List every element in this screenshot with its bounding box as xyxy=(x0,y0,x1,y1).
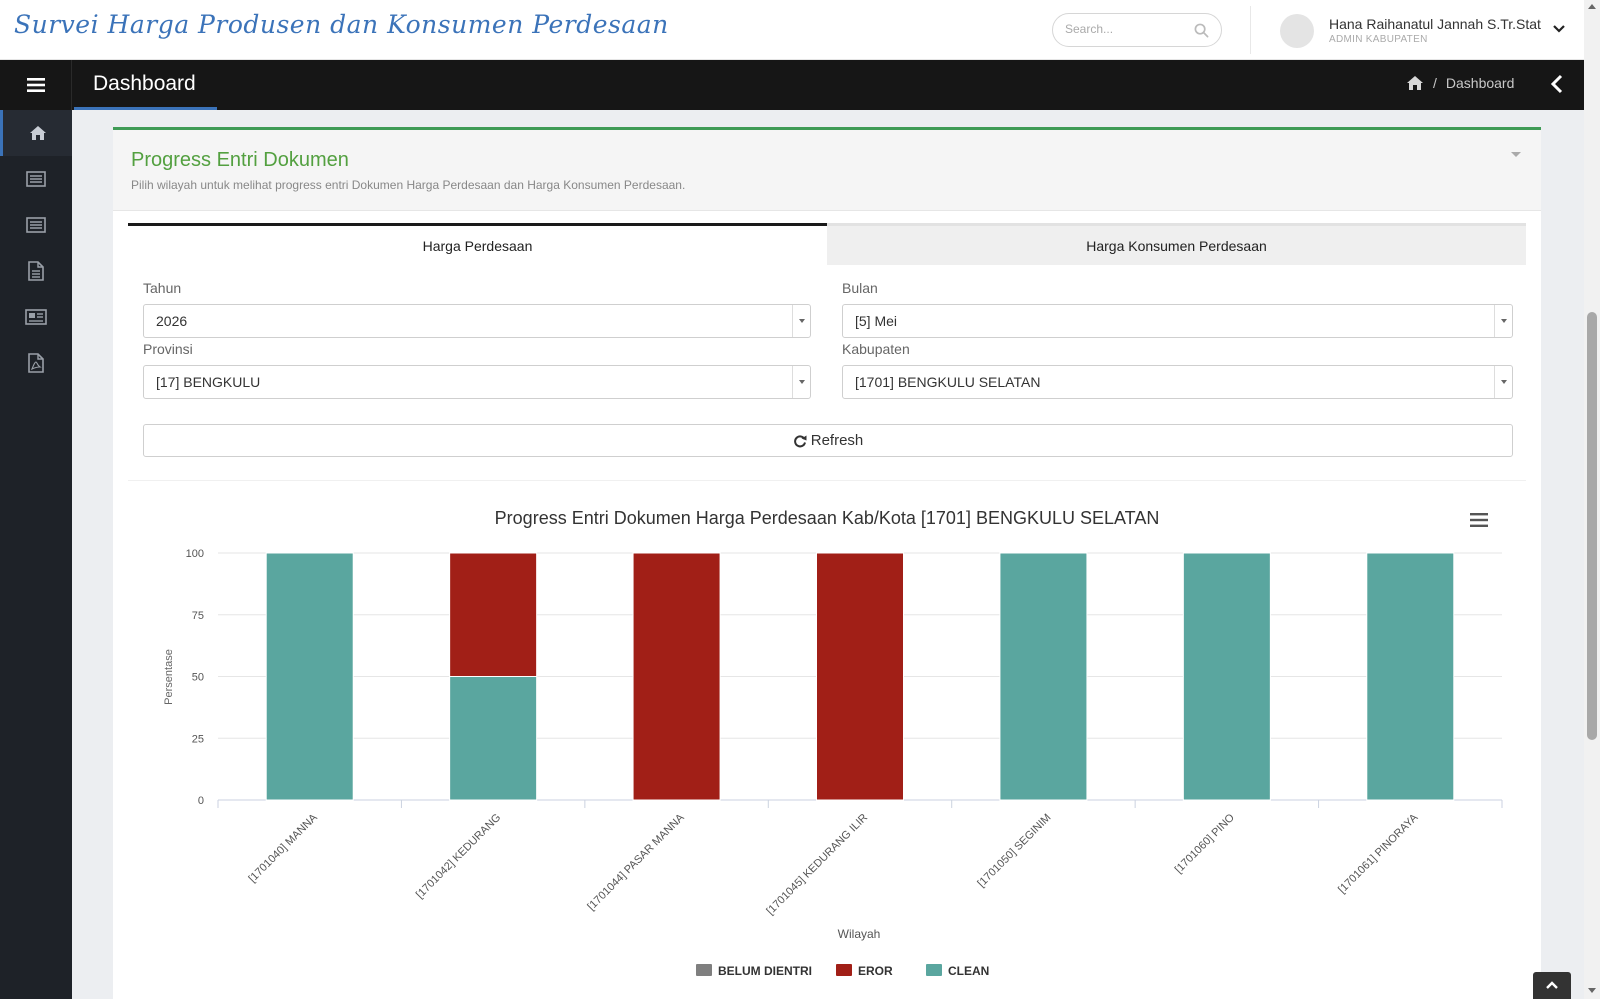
menu-toggle-button[interactable] xyxy=(0,60,72,110)
provinsi-label: Provinsi xyxy=(143,341,193,357)
chevron-down-icon[interactable] xyxy=(1494,305,1512,337)
sidebar-item-home[interactable] xyxy=(0,110,72,156)
chevron-down-icon[interactable] xyxy=(792,305,810,337)
panel-collapse-icon[interactable] xyxy=(1511,152,1521,157)
tab-bar: Harga Perdesaan Harga Konsumen Perdesaan xyxy=(128,223,1526,265)
panel-header: Progress Entri Dokumen Pilih wilayah unt… xyxy=(113,130,1541,211)
scroll-down-arrow-icon[interactable] xyxy=(1588,988,1596,993)
page-toolbar: Dashboard / Dashboard xyxy=(0,60,1584,110)
tahun-select[interactable]: 2026 xyxy=(143,304,811,338)
breadcrumb-separator: / xyxy=(1433,75,1437,91)
list-icon xyxy=(26,171,46,187)
document-icon xyxy=(28,261,44,281)
search-box[interactable] xyxy=(1052,13,1222,47)
tahun-label: Tahun xyxy=(143,280,182,296)
sidebar-item-list-1[interactable] xyxy=(0,156,72,202)
newspaper-icon xyxy=(25,309,47,325)
list-icon xyxy=(26,217,46,233)
sidebar-item-document[interactable] xyxy=(0,248,72,294)
sidebar xyxy=(0,110,72,999)
bulan-label: Bulan xyxy=(842,280,878,296)
refresh-icon xyxy=(793,434,807,447)
home-icon[interactable] xyxy=(1406,75,1424,91)
tab-harga-konsumen-perdesaan[interactable]: Harga Konsumen Perdesaan xyxy=(827,223,1526,265)
user-name[interactable]: Hana Raihanatul Jannah S.Tr.Stat xyxy=(1329,16,1541,32)
refresh-label: Refresh xyxy=(810,432,864,449)
avatar[interactable] xyxy=(1280,14,1314,48)
provinsi-value: [17] BENGKULU xyxy=(156,374,261,390)
scroll-to-top-button[interactable] xyxy=(1533,972,1571,999)
panel-title: Progress Entri Dokumen xyxy=(131,149,349,171)
home-icon xyxy=(29,126,46,140)
search-icon[interactable] xyxy=(1194,23,1209,38)
chevron-down-icon[interactable] xyxy=(792,366,810,398)
search-input[interactable] xyxy=(1065,22,1185,36)
chevron-down-icon[interactable] xyxy=(1494,366,1512,398)
chevron-down-icon[interactable] xyxy=(1552,24,1566,34)
progress-panel: Progress Entri Dokumen Pilih wilayah unt… xyxy=(113,127,1541,999)
provinsi-select[interactable]: [17] BENGKULU xyxy=(143,365,811,399)
chevron-left-icon[interactable] xyxy=(1550,74,1564,94)
tab-harga-perdesaan[interactable]: Harga Perdesaan xyxy=(128,223,827,265)
page-title-underline xyxy=(74,107,217,110)
bulan-select[interactable]: [5] Mei xyxy=(842,304,1513,338)
kabupaten-label: Kabupaten xyxy=(842,341,910,357)
chart-container xyxy=(128,480,1526,999)
header-divider xyxy=(1250,6,1251,54)
chevron-up-icon xyxy=(1546,981,1558,989)
hamburger-icon xyxy=(26,78,45,92)
tahun-value: 2026 xyxy=(156,313,188,329)
app-title[interactable]: Survei Harga Produsen dan Konsumen Perde… xyxy=(14,10,669,39)
user-role: ADMIN KABUPATEN xyxy=(1329,34,1428,45)
bulan-value: [5] Mei xyxy=(855,313,898,329)
breadcrumb-current: Dashboard xyxy=(1445,75,1515,91)
breadcrumb: / Dashboard xyxy=(1406,75,1514,91)
sidebar-item-pdf[interactable] xyxy=(0,340,72,386)
refresh-button[interactable]: Refresh xyxy=(143,424,1513,457)
sidebar-item-list-2[interactable] xyxy=(0,202,72,248)
top-header: Survei Harga Produsen dan Konsumen Perde… xyxy=(0,0,1584,60)
chart-menu-icon[interactable] xyxy=(1470,513,1488,527)
page-title: Dashboard xyxy=(93,72,196,95)
kabupaten-select[interactable]: [1701] BENGKULU SELATAN xyxy=(842,365,1513,399)
kabupaten-value: [1701] BENGKULU SELATAN xyxy=(855,374,1041,390)
page-scrollbar[interactable] xyxy=(1584,0,1600,999)
scroll-up-arrow-icon[interactable] xyxy=(1588,4,1596,9)
scrollbar-thumb[interactable] xyxy=(1587,312,1597,740)
pdf-icon xyxy=(28,353,44,373)
panel-subtitle: Pilih wilayah untuk melihat progress ent… xyxy=(131,178,686,192)
sidebar-item-newspaper[interactable] xyxy=(0,294,72,340)
